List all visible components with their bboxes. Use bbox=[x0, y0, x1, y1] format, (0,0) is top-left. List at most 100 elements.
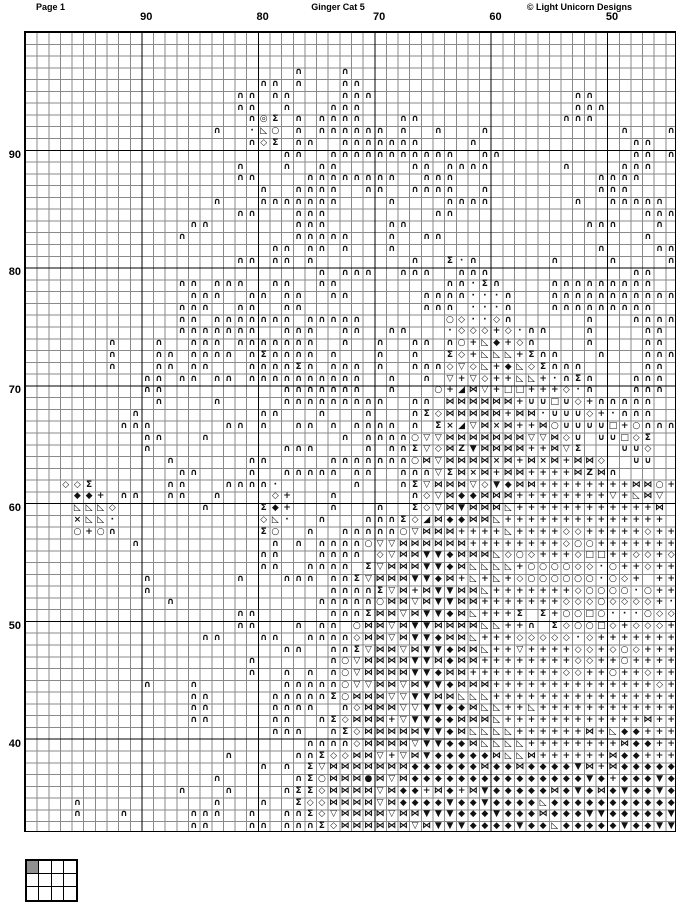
stitch-symbol: ∩ bbox=[341, 738, 349, 749]
stitch-symbol: ∩ bbox=[155, 338, 163, 349]
stitch-symbol: ∪ bbox=[562, 408, 571, 419]
stitch-symbol: + bbox=[609, 679, 617, 690]
stitch-symbol: ○ bbox=[364, 538, 373, 549]
stitch-symbol: + bbox=[609, 632, 617, 643]
stitch-symbol: ⋈ bbox=[538, 420, 548, 431]
stitch-symbol: ∩ bbox=[423, 467, 431, 478]
stitch-symbol: ⋈ bbox=[515, 467, 525, 478]
stitch-symbol: + bbox=[644, 656, 652, 667]
stitch-symbol: ▼ bbox=[458, 821, 466, 832]
stitch-symbol: ∩ bbox=[329, 467, 338, 478]
stitch-symbol: ○ bbox=[562, 609, 571, 620]
stitch-symbol: ∩ bbox=[388, 220, 396, 231]
stitch-symbol: ⋈ bbox=[585, 726, 595, 737]
stitch-symbol: ○ bbox=[515, 550, 524, 561]
stitch-symbol: ∩ bbox=[620, 291, 629, 302]
stitch-symbol: ∩ bbox=[446, 161, 454, 172]
stitch-symbol: + bbox=[539, 703, 547, 714]
stitch-symbol: ◇ bbox=[330, 750, 337, 761]
stitch-symbol: ▽ bbox=[365, 679, 372, 690]
stitch-symbol: ∩ bbox=[388, 456, 396, 467]
stitch-symbol: + bbox=[539, 644, 547, 655]
stitch-symbol: ⋈ bbox=[410, 726, 420, 737]
stitch-symbol: ◆ bbox=[446, 656, 454, 667]
stitch-symbol: ∩ bbox=[364, 444, 373, 455]
stitch-symbol: ∩ bbox=[423, 338, 431, 349]
stitch-symbol: ▽ bbox=[399, 644, 407, 655]
stitch-symbol: ◇ bbox=[330, 821, 337, 832]
stitch-symbol: ◇ bbox=[528, 632, 535, 643]
stitch-symbol: ⋈ bbox=[340, 762, 350, 773]
stitch-symbol: ◇ bbox=[562, 632, 570, 643]
stitch-symbol: □ bbox=[608, 420, 618, 431]
stitch-symbol: ∩ bbox=[632, 397, 640, 408]
stitch-symbol: ∩ bbox=[318, 185, 326, 196]
stitch-symbol: ∩ bbox=[632, 173, 640, 184]
stitch-symbol: ∩ bbox=[306, 703, 314, 714]
stitch-symbol: ∩ bbox=[597, 102, 605, 113]
stitch-symbol: + bbox=[550, 715, 559, 726]
stitch-symbol: ◆ bbox=[644, 738, 652, 749]
stitch-symbol: ◆ bbox=[458, 809, 466, 820]
stitch-symbol: + bbox=[550, 679, 559, 690]
stitch-symbol: ▼ bbox=[667, 809, 675, 820]
stitch-symbol: ∩ bbox=[667, 126, 675, 137]
stitch-symbol: ○ bbox=[550, 562, 559, 573]
stitch-symbol: ∩ bbox=[411, 185, 419, 196]
stitch-symbol: ∩ bbox=[318, 244, 326, 255]
stitch-symbol: ◇ bbox=[562, 432, 570, 443]
stitch-symbol: ⋈ bbox=[352, 821, 362, 832]
stitch-symbol: ◆ bbox=[399, 797, 407, 808]
stitch-symbol: ∩ bbox=[283, 726, 291, 737]
stitch-symbol: ∩ bbox=[411, 491, 419, 502]
stitch-symbol: ∩ bbox=[260, 797, 268, 808]
stitch-symbol: ⋈ bbox=[398, 762, 408, 773]
stitch-symbol: ∩ bbox=[353, 361, 361, 372]
stitch-symbol: ∩ bbox=[353, 456, 361, 467]
stitch-symbol: ▽ bbox=[388, 620, 396, 631]
stitch-symbol: ∩ bbox=[446, 302, 454, 313]
stitch-symbol: ∩ bbox=[271, 338, 279, 349]
stitch-symbol: ∩ bbox=[399, 432, 408, 443]
stitch-symbol: ∩ bbox=[190, 361, 198, 372]
stitch-symbol: + bbox=[609, 503, 617, 514]
stitch-symbol: ◆ bbox=[434, 797, 442, 808]
stitch-symbol: ∩ bbox=[318, 314, 326, 325]
stitch-symbol: ∩ bbox=[190, 373, 198, 384]
stitch-symbol: Σ bbox=[295, 785, 302, 796]
stitch-symbol: ∪ bbox=[562, 397, 571, 408]
stitch-symbol: Σ bbox=[551, 620, 558, 631]
stitch-symbol: ∩ bbox=[353, 267, 361, 278]
stitch-symbol: ∩ bbox=[644, 408, 652, 419]
stitch-symbol: ◇ bbox=[574, 550, 582, 561]
stitch-symbol: ∩ bbox=[329, 373, 338, 384]
stitch-symbol: ∩ bbox=[236, 609, 245, 620]
stitch-symbol: ∩ bbox=[341, 456, 349, 467]
stitch-symbol: ⋈ bbox=[503, 420, 513, 431]
stitch-symbol: ∩ bbox=[329, 420, 338, 431]
stitch-symbol: ▼ bbox=[469, 444, 477, 455]
stitch-symbol: ∩ bbox=[213, 632, 221, 643]
stitch-symbol: ▼ bbox=[481, 797, 489, 808]
stitch-symbol: ⋈ bbox=[573, 456, 583, 467]
stitch-symbol: ◢ bbox=[423, 514, 431, 525]
stitch-symbol: ○ bbox=[341, 691, 350, 702]
stitch-symbol: ∩ bbox=[411, 114, 419, 125]
stitch-symbol: ⋈ bbox=[492, 444, 502, 455]
stitch-symbol: ◇ bbox=[574, 597, 582, 608]
stitch-symbol: ∩ bbox=[306, 821, 314, 832]
stitch-symbol: ∩ bbox=[341, 138, 349, 148]
stitch-symbol: ∩ bbox=[399, 479, 408, 490]
stitch-symbol: ◆ bbox=[423, 774, 431, 785]
stitch-symbol: ∩ bbox=[562, 114, 571, 125]
minimap-page-cell bbox=[39, 874, 52, 887]
stitch-symbol: ∩ bbox=[190, 809, 198, 820]
stitch-symbol: ◆ bbox=[434, 573, 442, 584]
stitch-symbol: ∩ bbox=[283, 161, 291, 172]
stitch-symbol: ∩ bbox=[190, 715, 198, 726]
stitch-symbol: ⋈ bbox=[352, 691, 362, 702]
stitch-symbol: ▼ bbox=[411, 656, 419, 667]
minimap-page-cell bbox=[27, 874, 40, 887]
stitch-symbol: ◆ bbox=[469, 797, 477, 808]
stitch-symbol: ∩ bbox=[318, 538, 326, 549]
